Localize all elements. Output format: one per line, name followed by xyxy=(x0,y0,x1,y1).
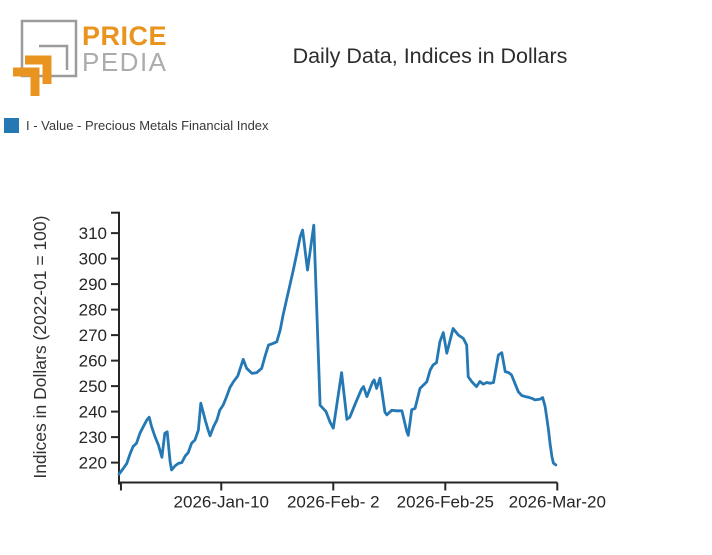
logo-orange-bracket-2 xyxy=(13,67,40,96)
pricepedia-logo: PRICE PEDIA xyxy=(8,10,168,100)
x-tick-label: 2026-Mar-20 xyxy=(509,493,606,512)
legend-swatch xyxy=(4,118,19,133)
x-axis-ticks: 2026-Jan-10 2026-Feb- 2 2026-Feb-25 2026-Ma… xyxy=(119,482,606,512)
y-tick-label: 280 xyxy=(79,301,107,320)
y-tick-label: 270 xyxy=(79,326,107,345)
series-line xyxy=(117,223,558,476)
y-tick-label: 220 xyxy=(79,454,107,473)
page-title: Daily Data, Indices in Dollars xyxy=(292,44,568,68)
y-axis-ticks: 220 230 240 250 260 270 280 290 300 310 xyxy=(79,211,119,473)
logo-wordmark: PRICE PEDIA xyxy=(82,21,168,77)
y-tick-label: 260 xyxy=(79,352,107,371)
y-tick-label: 290 xyxy=(79,275,107,294)
logo-orange-bracket-1 xyxy=(25,55,52,84)
logo-word-price: PRICE xyxy=(82,21,168,51)
legend-label: I - Value - Precious Metals Financial In… xyxy=(26,118,269,133)
y-tick-label: 310 xyxy=(79,224,107,243)
y-tick-label: 230 xyxy=(79,428,107,447)
logo-word-pedia: PEDIA xyxy=(82,47,168,77)
x-tick-label: 2026-Feb- 2 xyxy=(287,493,380,512)
x-tick-label: 2026-Feb-25 xyxy=(397,493,494,512)
y-tick-label: 300 xyxy=(79,250,107,269)
logo-gray-bracket xyxy=(39,44,69,70)
y-axis-title: Indices in Dollars (2022-01 = 100) xyxy=(30,216,50,479)
y-tick-label: 240 xyxy=(79,403,107,422)
plot-area: 220 230 240 250 260 270 280 290 300 310 2026-Jan-1… xyxy=(30,211,606,512)
x-tick-label: 2026-Jan-10 xyxy=(174,493,269,512)
pricepedia-logo-icon xyxy=(13,19,78,96)
legend: I - Value - Precious Metals Financial In… xyxy=(4,118,269,133)
y-tick-label: 250 xyxy=(79,377,107,396)
